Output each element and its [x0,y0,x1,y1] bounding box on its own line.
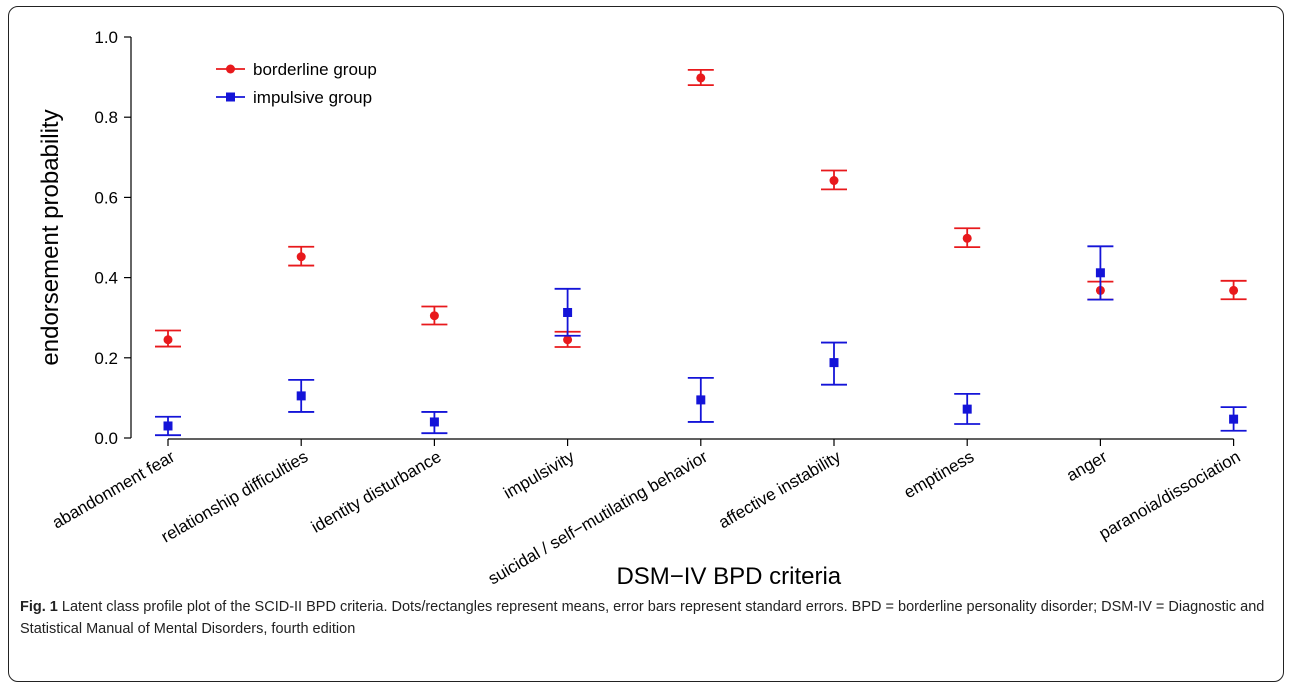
x-tick-label: identity disturbance [308,447,444,537]
legend-marker-square [226,92,235,102]
data-point-square [696,395,706,405]
data-point-circle [296,252,306,262]
legend: borderline group impulsive group [216,60,377,107]
caption-label: Fig. 1 [20,599,58,615]
data-point-square [962,404,972,414]
y-tick-label: 0.8 [94,108,118,127]
data-point-square [163,421,173,431]
legend-marker-circle [226,64,235,74]
x-tick-label: affective instability [715,447,844,533]
y-tick-label: 0.2 [94,349,118,368]
data-point-circle [962,233,972,243]
x-tick-label: impulsivity [500,447,578,503]
series-impulsive [155,245,1247,437]
data-point-square [563,307,573,317]
y-tick-label: 0.6 [94,188,118,207]
x-axis-title: DSM−IV BPD criteria [616,563,841,590]
data-point-circle [829,176,839,186]
y-tick-label: 1.0 [94,28,118,47]
profile-chart: 0.0 0.2 0.4 0.6 0.8 1.0 abandonment fearrelat… [37,28,1247,590]
y-tick-label: 0.4 [94,269,118,288]
series-layer [155,68,1247,437]
x-tick-label: anger [1063,447,1110,485]
figure-frame [8,6,1284,682]
data-point-square [829,358,839,368]
legend-label: impulsive group [253,88,372,107]
figure-caption: Fig. 1 Latent class profile plot of the … [20,596,1270,640]
x-tick-label: paranoia/dissociation [1096,447,1244,543]
legend-label: borderline group [253,60,377,79]
data-point-square [296,391,306,401]
data-point-circle [696,73,706,83]
x-tick-label: abandonment fear [49,447,178,533]
x-tick-label: emptiness [901,447,978,502]
data-point-circle [563,335,573,345]
data-point-square [1229,414,1239,424]
series-borderline [155,68,1247,348]
data-point-square [1095,268,1105,278]
data-point-circle [429,311,439,321]
y-axis: 0.0 0.2 0.4 0.6 0.8 1.0 [94,28,132,448]
x-tick-label: relationship difficulties [158,447,311,546]
y-tick-label: 0.0 [94,429,118,448]
data-point-square [429,417,439,427]
caption-text: Latent class profile plot of the SCID-II… [20,599,1265,637]
data-point-circle [1229,285,1239,295]
y-axis-title: endorsement probability [37,109,64,365]
data-point-circle [163,335,173,345]
